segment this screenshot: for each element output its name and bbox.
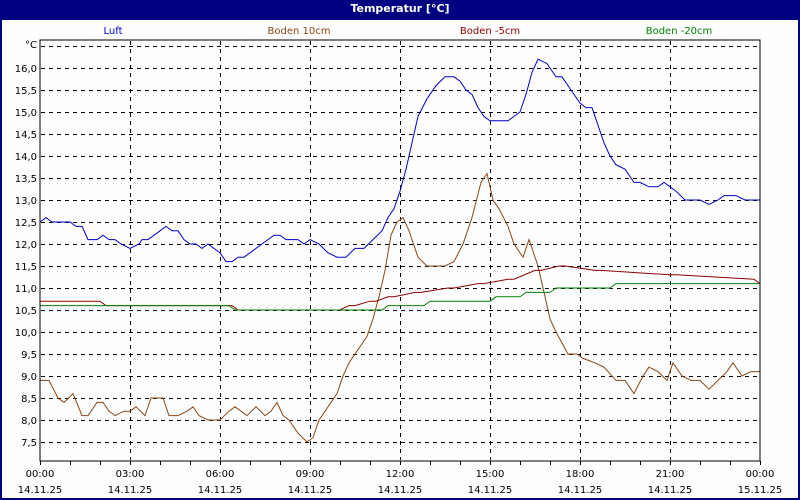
window-title: Temperatur [°C] xyxy=(0,0,800,20)
y-tick-label: 8,5 xyxy=(21,394,37,405)
series-line-boden-10cm xyxy=(40,172,760,443)
x-tick-time: 15:00 xyxy=(476,469,505,480)
chart-grid xyxy=(41,41,760,460)
chart-series xyxy=(39,58,761,443)
x-tick-date: 15.11.25 xyxy=(738,485,783,496)
y-tick-label: 13,0 xyxy=(15,196,37,207)
series-line-luft xyxy=(39,58,760,263)
y-axis-ticks: 16,0 15,5 15,0 14,5 14,0 13,5 13,0 12,5 12,0 11,5… xyxy=(15,64,37,449)
x-tick-date: 14.11.25 xyxy=(198,485,243,496)
series-line-boden--20cm xyxy=(40,283,760,311)
y-tick-label: 9,0 xyxy=(21,372,37,383)
x-axis-ticks: 00:00 14.11.25 03:00 14.11.25 06:00 14.11.25 0… xyxy=(18,461,783,496)
y-tick-label: 8,0 xyxy=(21,416,37,427)
y-tick-label: 12,0 xyxy=(15,240,37,251)
x-tick-time: 09:00 xyxy=(296,469,325,480)
y-tick-label: 10,5 xyxy=(15,306,37,317)
x-tick-date: 14.11.25 xyxy=(288,485,333,496)
x-tick-date: 14.11.25 xyxy=(648,485,693,496)
y-tick-label: 7,5 xyxy=(21,438,37,449)
x-tick-time: 03:00 xyxy=(116,469,145,480)
y-tick-label: 13,5 xyxy=(15,174,37,185)
y-tick-label: 14,0 xyxy=(15,152,37,163)
y-tick-label: 9,5 xyxy=(21,350,37,361)
legend-item-boden-10cm: Boden 10cm xyxy=(267,26,331,37)
y-tick-label: 10,0 xyxy=(15,328,37,339)
y-tick-label: 11,0 xyxy=(15,284,37,295)
x-tick-date: 14.11.25 xyxy=(558,485,603,496)
x-tick-time: 21:00 xyxy=(656,469,685,480)
x-tick-time: 06:00 xyxy=(206,469,235,480)
y-tick-label: 14,5 xyxy=(15,130,37,141)
x-tick-date: 14.11.25 xyxy=(18,485,63,496)
x-tick-time: 18:00 xyxy=(566,469,595,480)
y-tick-label: 16,0 xyxy=(15,64,37,75)
y-tick-label: 15,5 xyxy=(15,86,37,97)
x-tick-time: 00:00 xyxy=(746,469,775,480)
legend-item-boden-minus-5cm: Boden -5cm xyxy=(459,26,521,37)
legend-item-boden-minus-20cm: Boden -20cm xyxy=(645,26,713,37)
x-tick-date: 14.11.25 xyxy=(108,485,153,496)
x-tick-date: 14.11.25 xyxy=(468,485,513,496)
y-tick-label: 15,0 xyxy=(15,108,37,119)
y-axis-unit: °C xyxy=(25,40,37,51)
x-tick-date: 14.11.25 xyxy=(378,485,423,496)
x-tick-time: 00:00 xyxy=(26,469,55,480)
y-tick-label: 12,5 xyxy=(15,218,37,229)
y-tick-label: 11,5 xyxy=(15,262,37,273)
legend-item-luft: Luft xyxy=(103,26,123,37)
x-tick-time: 12:00 xyxy=(386,469,415,480)
